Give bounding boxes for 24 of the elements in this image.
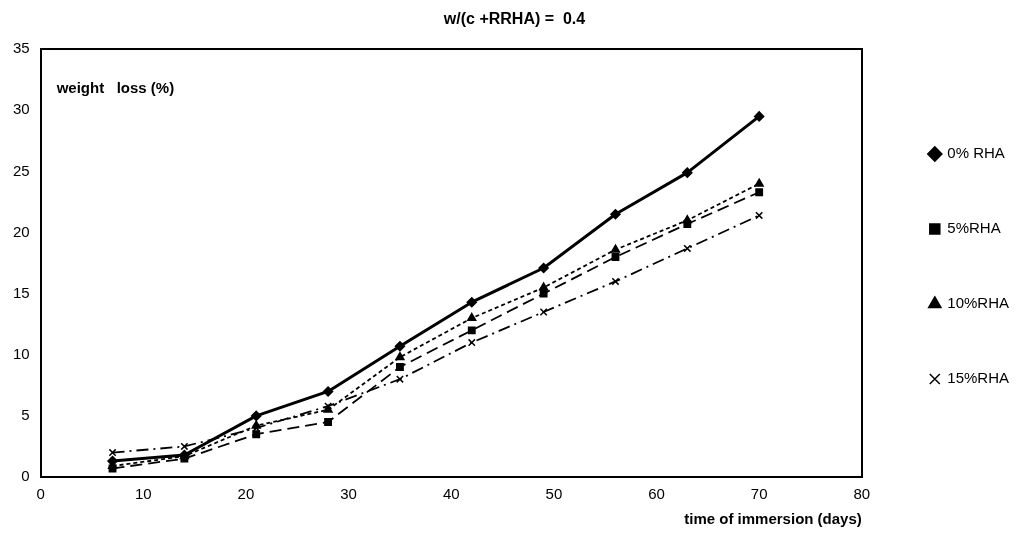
y-tick-label: 20	[13, 222, 30, 240]
x-tick-label: 60	[648, 485, 665, 503]
x-tick-label: 0	[36, 485, 45, 503]
x-tick-label: 80	[853, 485, 871, 503]
y-tick-label: 30	[13, 100, 30, 118]
y-tick-label: 25	[13, 161, 30, 179]
y-tick-label: 35	[13, 39, 30, 57]
y-tick-label: 5	[21, 406, 30, 424]
y-tick-label: 0	[21, 467, 30, 485]
x-tick-label: 20	[237, 485, 255, 503]
x-axis-title: time of immersion (days)	[684, 510, 862, 528]
y-tick-label: 15	[13, 283, 30, 301]
x-tick-label: 30	[340, 485, 357, 503]
legend-label: 0% RHA	[947, 144, 1005, 162]
legend-label: 5%RHA	[947, 219, 1001, 237]
legend-label: 10%RHA	[947, 294, 1010, 312]
chart-title: w/(c +RRHA) = 0.4	[442, 10, 586, 28]
y-tick-label: 10	[13, 344, 30, 362]
y-axis-title: weight loss (%)	[55, 78, 175, 96]
x-tick-label: 40	[442, 485, 460, 503]
legend-label: 15%RHA	[947, 369, 1010, 387]
x-tick-label: 70	[750, 485, 768, 503]
x-tick-label: 10	[134, 485, 152, 503]
x-tick-label: 50	[545, 485, 563, 503]
